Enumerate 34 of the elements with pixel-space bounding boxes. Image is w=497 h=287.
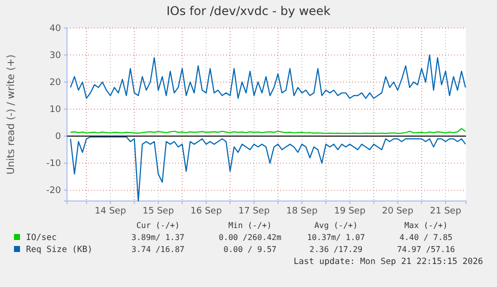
- legend-label: Req Size (KB): [26, 245, 93, 255]
- line-series: [70, 136, 466, 202]
- y-tick-label: -20: [46, 186, 62, 196]
- x-tick-label: 19 Sep: [334, 206, 366, 216]
- text: 3.89m/ 1.37: [132, 233, 185, 242]
- text: 74.97 /57.16: [397, 245, 456, 254]
- y-tick-label: 20: [50, 78, 62, 88]
- y-tick-label: -10: [46, 159, 62, 170]
- text: 0.00 / 9.57: [224, 245, 277, 254]
- line-series: [70, 54, 466, 99]
- text: Last update: Mon Sep 21 22:15:15 2026: [294, 257, 483, 267]
- text: Min (-/+): [228, 221, 272, 230]
- text: 3.74 /16.87: [132, 245, 185, 254]
- legend-label: IO/sec: [26, 233, 57, 243]
- x-tick-label: 21 Sep: [430, 206, 462, 216]
- y-tick-label: 40: [50, 24, 62, 34]
- text: Cur (-/+): [136, 221, 180, 230]
- y-tick-label: 30: [50, 50, 62, 61]
- x-tick-label: 14 Sep: [94, 206, 126, 216]
- x-tick-label: 20 Sep: [382, 206, 414, 216]
- x-tick-label: 15 Sep: [142, 206, 174, 216]
- text: Max (-/+): [404, 221, 448, 230]
- x-tick-label: 17 Sep: [238, 206, 270, 216]
- x-tick-label: 16 Sep: [190, 206, 222, 216]
- x-tick-label: 18 Sep: [286, 206, 318, 216]
- text: 10.37m/ 1.07: [307, 233, 366, 242]
- y-tick-label: 0: [55, 132, 62, 142]
- y-tick-label: 10: [50, 104, 62, 115]
- text: 0.00 /260.42m: [218, 233, 282, 242]
- text: 4.40 / 7.85: [400, 233, 453, 242]
- y-axis-title: Units read (-) / write (+): [6, 54, 17, 175]
- text: Avg (-/+): [314, 221, 358, 230]
- chart-title: IOs for /dev/xvdc - by week: [166, 4, 331, 18]
- text: 2.36 /17.29: [310, 245, 363, 254]
